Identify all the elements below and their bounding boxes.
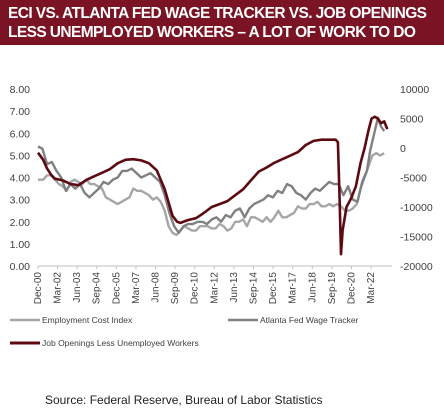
y-left-tick-label: 6.00 — [10, 128, 31, 140]
x-tick-label: Mar-12 — [209, 272, 220, 304]
x-tick-label: Dec-05 — [111, 272, 122, 305]
y-right-tick-label: -5000 — [400, 173, 427, 185]
legend-label-2: Job Openings Less Unemployed Workers — [42, 338, 199, 348]
x-tick-label: Jun-08 — [151, 272, 162, 303]
y-right-tick-label: 10000 — [400, 84, 429, 96]
wage-chart: 0.00 1.00 2.00 3.00 4.00 5.00 6.00 7.00 8.00 1000… — [10, 84, 433, 348]
title-line-1: ECI VS. ATLANTA FED WAGE TRACKER VS. JOB… — [8, 5, 427, 22]
x-tick-label: Mar-17 — [288, 272, 299, 304]
x-tick-label: Mar-02 — [53, 272, 64, 304]
x-tick-label: Sep-19 — [327, 272, 338, 305]
x-tick-label: Jun-18 — [307, 272, 318, 303]
x-tick-label: Mar-22 — [366, 272, 377, 304]
y-right-tick-label: -15000 — [400, 232, 433, 244]
x-tick-label: Sep-14 — [249, 272, 260, 305]
y-right-tick-label: 0 — [400, 143, 406, 155]
x-tick-label: Jun-13 — [229, 272, 240, 303]
y-left-tick-label: 8.00 — [10, 84, 31, 96]
series-line-2 — [36, 115, 389, 256]
y-left-tick-label: 2.00 — [10, 217, 31, 229]
y-right-tick-label: -20000 — [400, 261, 433, 273]
legend-label-1: Atlanta Fed Wage Tracker — [260, 315, 359, 325]
series-line-0 — [38, 152, 385, 237]
y-right-tick-label: 5000 — [400, 114, 424, 126]
source-note: Source: Federal Reserve, Bureau of Labor… — [45, 393, 323, 407]
x-tick-label: Mar-07 — [131, 272, 142, 304]
y-left-tick-label: 5.00 — [10, 150, 31, 162]
x-tick-label: Sep-09 — [170, 272, 181, 305]
title-banner: ECI VS. ATLANTA FED WAGE TRACKER VS. JOB… — [0, 0, 444, 45]
x-tick-label: Jun-03 — [72, 272, 83, 303]
y-left-tick-label: 0.00 — [10, 261, 31, 273]
series-line-1 — [37, 116, 386, 234]
y-left-tick-label: 4.00 — [10, 173, 31, 185]
x-tick-label: Dec-20 — [346, 272, 357, 305]
x-tick-label: Dec-15 — [268, 272, 279, 305]
x-tick-label: Dec-00 — [33, 272, 44, 305]
title-line-2: LESS UNEMPLOYED WORKERS – A LOT OF WORK … — [8, 24, 416, 41]
x-tick-label: Sep-04 — [92, 272, 103, 305]
y-left-tick-label: 1.00 — [10, 239, 31, 251]
y-left-tick-label: 7.00 — [10, 106, 31, 118]
legend-label-0: Employment Cost Index — [42, 315, 133, 325]
y-right-tick-label: -10000 — [400, 202, 433, 214]
y-left-tick-label: 3.00 — [10, 195, 31, 207]
x-tick-label: Dec-10 — [190, 272, 201, 305]
